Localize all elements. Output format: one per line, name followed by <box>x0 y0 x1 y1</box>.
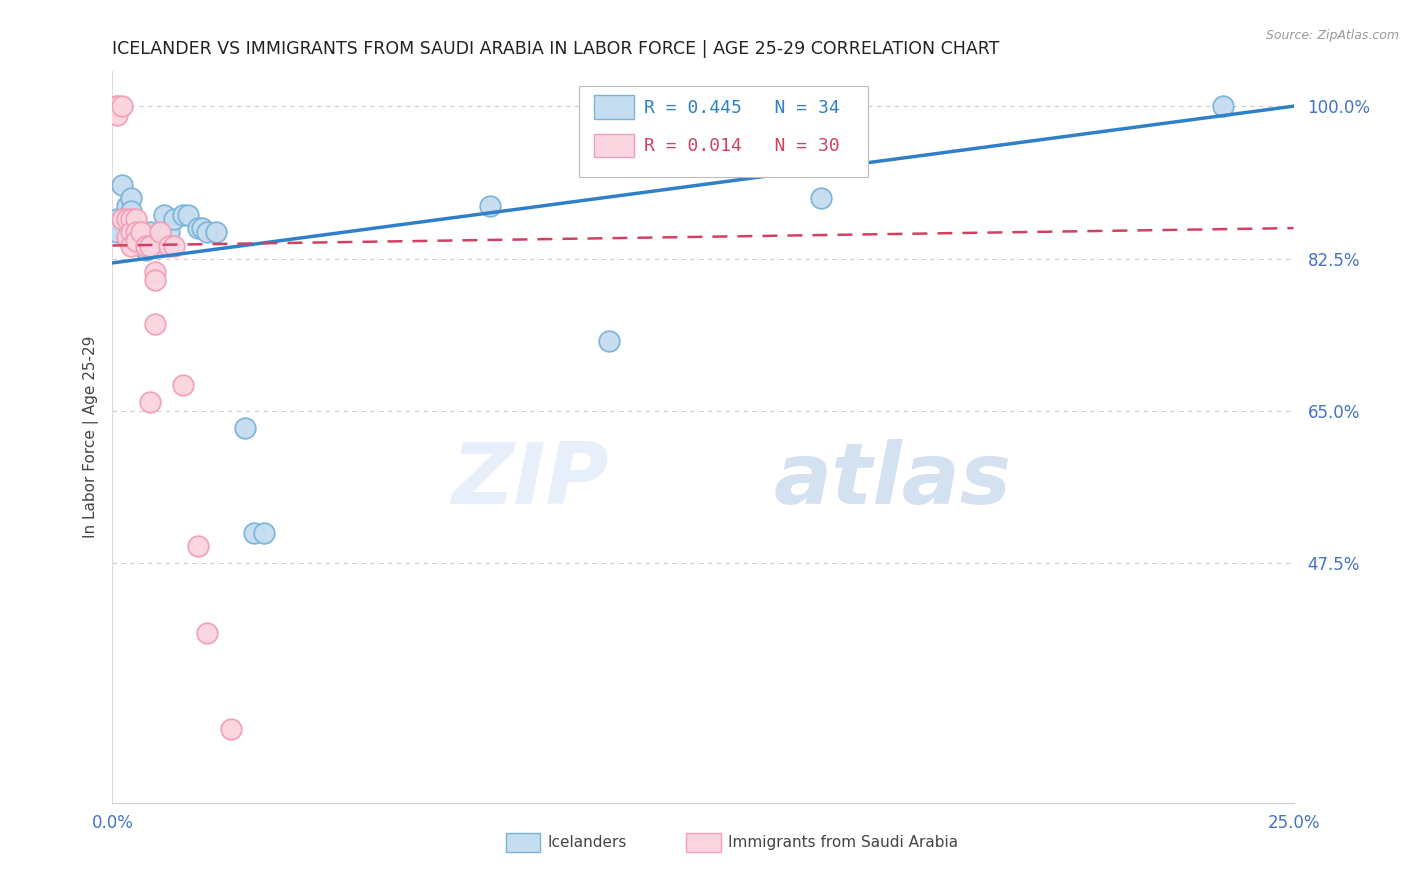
Point <box>139 238 162 252</box>
Point <box>219 722 242 736</box>
Point <box>125 212 148 227</box>
Point <box>157 238 180 252</box>
Y-axis label: In Labor Force | Age 25-29: In Labor Force | Age 25-29 <box>83 336 98 538</box>
Point <box>125 226 148 240</box>
Point <box>115 212 138 227</box>
Point <box>120 212 142 227</box>
Point <box>149 226 172 240</box>
Text: R = 0.014   N = 30: R = 0.014 N = 30 <box>644 137 839 155</box>
Point <box>129 226 152 240</box>
Point <box>479 199 502 213</box>
Point <box>105 226 128 240</box>
Point <box>105 108 128 122</box>
Point <box>163 238 186 252</box>
Point <box>120 226 142 240</box>
Point <box>111 99 134 113</box>
FancyBboxPatch shape <box>595 134 634 157</box>
Point <box>105 212 128 227</box>
Point <box>135 238 157 252</box>
Point <box>186 221 208 235</box>
Point <box>115 229 138 244</box>
Point <box>253 525 276 540</box>
Point <box>172 208 194 222</box>
Point <box>1212 99 1234 113</box>
Point <box>143 317 166 331</box>
Point <box>810 191 832 205</box>
Point <box>149 238 172 252</box>
Point <box>105 99 128 113</box>
Point <box>139 226 162 240</box>
Point <box>120 203 142 218</box>
Point <box>135 243 157 257</box>
Point <box>120 191 142 205</box>
Point <box>243 525 266 540</box>
Text: Immigrants from Saudi Arabia: Immigrants from Saudi Arabia <box>728 835 957 850</box>
Point <box>105 99 128 113</box>
Point <box>115 199 138 213</box>
Point <box>143 273 166 287</box>
Point <box>115 212 138 227</box>
Point <box>139 395 162 409</box>
FancyBboxPatch shape <box>686 833 721 852</box>
Point <box>111 212 134 227</box>
Point <box>157 226 180 240</box>
FancyBboxPatch shape <box>506 833 540 852</box>
Point <box>177 208 200 222</box>
Text: Source: ZipAtlas.com: Source: ZipAtlas.com <box>1265 29 1399 42</box>
Point <box>111 178 134 192</box>
Point <box>195 626 218 640</box>
Point <box>125 234 148 248</box>
Text: ICELANDER VS IMMIGRANTS FROM SAUDI ARABIA IN LABOR FORCE | AGE 25-29 CORRELATION: ICELANDER VS IMMIGRANTS FROM SAUDI ARABI… <box>112 40 1000 58</box>
Point <box>598 334 620 349</box>
Point <box>195 226 218 240</box>
Text: atlas: atlas <box>773 440 1012 523</box>
Point <box>143 234 166 248</box>
Point <box>191 221 214 235</box>
Text: Icelanders: Icelanders <box>547 835 627 850</box>
FancyBboxPatch shape <box>579 86 869 178</box>
Point <box>233 421 256 435</box>
Text: R = 0.445   N = 34: R = 0.445 N = 34 <box>644 99 839 117</box>
Point <box>129 238 152 252</box>
FancyBboxPatch shape <box>595 95 634 119</box>
Point <box>125 226 148 240</box>
Text: ZIP: ZIP <box>451 440 609 523</box>
Point <box>153 208 176 222</box>
Point <box>205 226 228 240</box>
Point <box>186 539 208 553</box>
Point <box>149 226 172 240</box>
Point <box>143 265 166 279</box>
Point <box>172 377 194 392</box>
Point <box>120 238 142 252</box>
Point <box>163 212 186 227</box>
